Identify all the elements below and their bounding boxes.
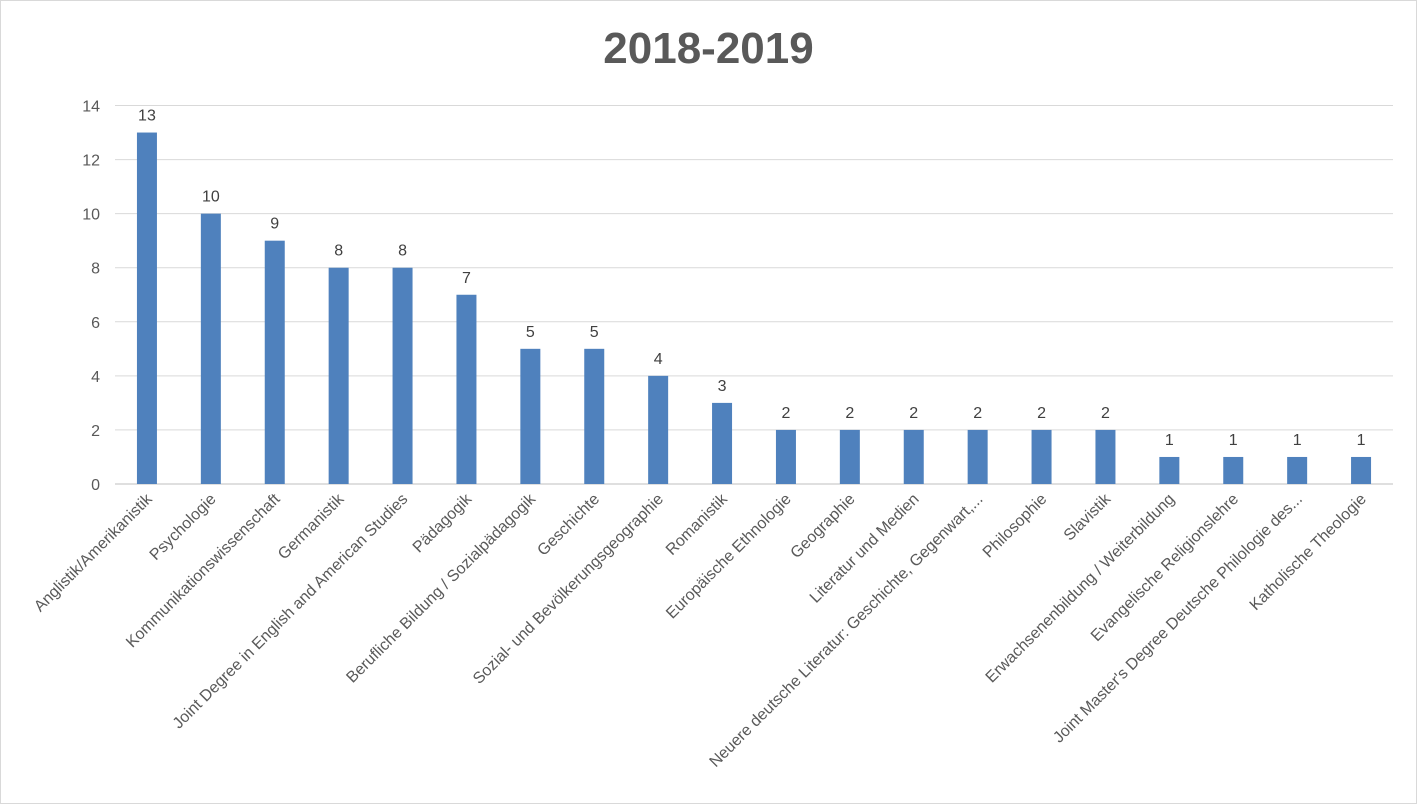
data-label: 2 [973,405,982,422]
gridlines [115,105,1393,485]
bars [136,132,1372,485]
data-label: 2 [1037,405,1046,422]
bar [1287,456,1308,484]
x-tick-label: Katholische Theologie [1247,491,1370,614]
bar [264,240,285,484]
data-label: 1 [1357,432,1366,449]
data-label: 2 [1101,405,1110,422]
bar [1095,429,1116,484]
y-tick-label: 4 [91,369,100,386]
y-tick-label: 0 [91,477,100,494]
data-label: 3 [718,378,727,395]
data-label: 1 [1165,432,1174,449]
bar [328,267,349,484]
bar [1351,456,1372,484]
bar [903,429,924,484]
data-label: 4 [654,351,663,368]
bar [1223,456,1244,484]
bar [967,429,988,484]
x-axis-category-labels: Anglistik/AmerikanistikPsychologieKommun… [31,490,1370,771]
data-label: 10 [202,189,220,206]
x-tick-label: Slavistik [1061,490,1115,544]
bar [136,132,157,485]
data-label: 9 [270,216,279,233]
data-label: 13 [138,108,156,125]
x-tick-label: Anglistik/Amerikanistik [31,490,156,615]
y-tick-label: 10 [82,207,100,224]
x-tick-label: Geographie [788,491,859,562]
data-label: 1 [1229,432,1238,449]
bar [584,348,605,484]
y-tick-label: 12 [82,153,100,170]
bar [392,267,413,484]
x-tick-label: Geschichte [534,491,603,560]
data-label: 8 [334,243,343,260]
data-label: 2 [845,405,854,422]
data-label: 7 [462,270,471,287]
data-label: 2 [909,405,918,422]
bar [648,375,669,484]
data-label: 1 [1293,432,1302,449]
y-tick-label: 2 [91,423,100,440]
x-tick-label: Romanistik [663,490,732,559]
bar [520,348,541,484]
bar [200,213,221,484]
chart-title: 2018-2019 [603,24,814,73]
bar [1159,456,1180,484]
y-tick-label: 6 [91,315,100,332]
data-label: 5 [590,324,599,341]
bar [1031,429,1052,484]
bar [456,294,477,484]
y-tick-label: 14 [82,99,100,116]
data-label: 8 [398,243,407,260]
bar [839,429,860,484]
y-axis-tick-labels: 0 2 4 6 8 10 12 14 [82,99,100,495]
x-tick-label: Pädagogik [410,490,476,556]
x-tick-label: Philosophie [980,491,1051,562]
y-tick-label: 8 [91,261,100,278]
x-tick-label: Joint Degree in English and American Stu… [170,491,412,733]
x-tick-label: Literatur und Medien [807,491,923,607]
bar [775,429,796,484]
data-label: 5 [526,324,535,341]
x-tick-label: Europäische Ethnologie [663,491,795,623]
bar [712,402,733,484]
x-tick-label: Joint Master's Degree Deutsche Philologi… [1050,491,1306,747]
data-labels: 13 10 9 8 8 7 5 5 4 3 2 2 2 2 2 2 1 1 1 1 [138,108,1366,449]
data-label: 2 [781,405,790,422]
